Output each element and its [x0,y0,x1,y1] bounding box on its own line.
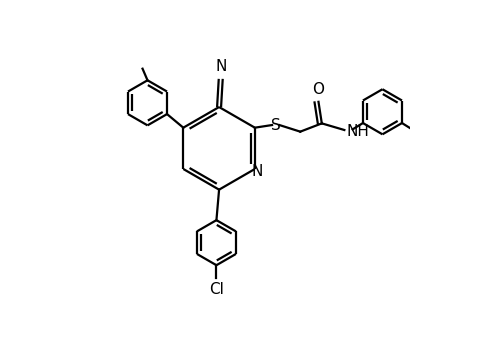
Text: S: S [270,118,280,132]
Text: N: N [215,59,226,74]
Text: NH: NH [346,124,368,139]
Text: N: N [251,164,263,179]
Text: Cl: Cl [208,282,224,298]
Text: O: O [312,82,324,96]
